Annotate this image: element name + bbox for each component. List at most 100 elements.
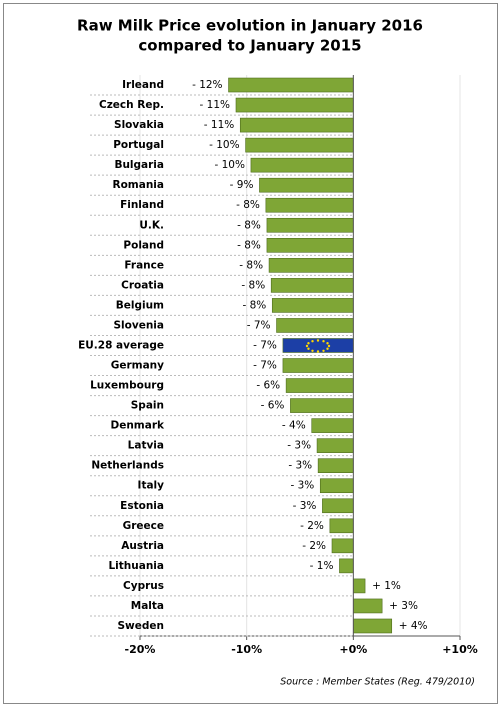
bar: [268, 258, 354, 273]
bar: [317, 458, 354, 473]
x-tick-label: -20%: [125, 643, 156, 656]
category-label: Sweden: [118, 620, 165, 632]
value-label: - 11%: [204, 119, 234, 131]
value-label: - 9%: [230, 179, 254, 191]
chart-title: compared to January 2015: [138, 37, 361, 55]
category-label: Poland: [123, 239, 164, 251]
bar: [245, 137, 354, 153]
bar: [285, 378, 354, 393]
category-label: Malta: [131, 600, 164, 612]
value-label: - 12%: [192, 79, 222, 91]
category-label: Romania: [113, 179, 165, 191]
value-label: - 3%: [293, 500, 317, 512]
category-label: France: [124, 259, 164, 271]
category-label: Greece: [123, 520, 164, 532]
x-tick-label: +10%: [442, 643, 478, 656]
category-label: Portugal: [113, 139, 164, 151]
bar: [270, 278, 354, 293]
flag-star: [327, 344, 331, 348]
flag-star: [307, 342, 310, 345]
category-label: Czech Rep.: [99, 99, 164, 111]
bar: [250, 157, 354, 173]
flag-star: [326, 342, 329, 345]
category-label: Spain: [131, 400, 164, 412]
category-label: Denmark: [111, 420, 166, 432]
frame: [3, 3, 498, 704]
value-label: - 4%: [282, 420, 306, 432]
bar: [259, 177, 354, 193]
value-label: + 3%: [389, 600, 418, 612]
value-label: - 1%: [310, 560, 334, 572]
flag-star: [311, 340, 314, 343]
value-label: - 8%: [239, 259, 263, 271]
value-label: - 2%: [302, 540, 326, 552]
flag-star: [307, 347, 310, 350]
value-label: - 11%: [200, 99, 230, 111]
flag-star: [311, 349, 314, 352]
category-label: Germany: [111, 360, 164, 372]
value-label: + 1%: [372, 580, 401, 592]
value-label: - 7%: [253, 360, 277, 372]
bar: [331, 538, 354, 554]
value-label: - 8%: [237, 239, 261, 251]
category-label: Cyprus: [123, 580, 164, 592]
value-label: - 2%: [300, 520, 324, 532]
value-label: - 6%: [261, 400, 285, 412]
bar: [311, 418, 354, 433]
flag-star: [305, 344, 309, 348]
chart-title: Raw Milk Price evolution in January 2016: [77, 17, 423, 35]
bar: [329, 518, 354, 534]
value-label: - 8%: [241, 279, 265, 291]
bar: [353, 578, 366, 594]
flag-star: [326, 347, 329, 350]
bar: [266, 238, 354, 253]
value-label: - 7%: [247, 319, 271, 331]
value-label: - 10%: [209, 139, 239, 151]
flag-star: [322, 340, 325, 343]
bar: [266, 217, 354, 233]
value-label: - 10%: [214, 159, 244, 171]
category-label: Lithuania: [108, 560, 164, 572]
value-label: + 4%: [399, 620, 428, 632]
eu-flag-stars: [305, 339, 331, 353]
value-label: - 3%: [287, 440, 311, 452]
category-label: EU.28 average: [78, 339, 164, 351]
category-label: Finland: [120, 199, 164, 211]
category-label: Slovenia: [113, 319, 164, 331]
category-label: Latvia: [128, 440, 164, 452]
value-label: - 8%: [242, 299, 266, 311]
flag-star: [316, 339, 320, 342]
category-label: Estonia: [120, 500, 164, 512]
flag-star: [316, 350, 320, 353]
value-label: - 6%: [256, 380, 280, 392]
category-label: Netherlands: [91, 460, 164, 472]
bar: [353, 618, 393, 634]
value-label: - 3%: [288, 460, 312, 472]
category-label: Bulgaria: [114, 159, 164, 171]
bar: [322, 498, 354, 514]
category-label: Slovakia: [114, 119, 164, 131]
category-label: Italy: [138, 480, 165, 492]
bar: [228, 77, 354, 93]
category-label: Austria: [121, 540, 164, 552]
bar: [239, 117, 354, 133]
value-label: - 7%: [253, 339, 277, 351]
value-label: - 3%: [290, 480, 314, 492]
bar: [276, 318, 354, 333]
value-label: - 8%: [236, 199, 260, 211]
x-tick-label: -10%: [231, 643, 262, 656]
bar: [319, 478, 354, 494]
category-label: Croatia: [121, 279, 164, 291]
flag-star: [322, 349, 325, 352]
x-tick-label: +0%: [339, 643, 367, 656]
bar: [290, 398, 354, 413]
bar: [282, 358, 354, 373]
bar: [353, 598, 383, 614]
source-note: Source : Member States (Reg. 479/2010): [280, 677, 475, 688]
category-label: Luxembourg: [90, 380, 164, 392]
value-label: - 8%: [237, 219, 261, 231]
bar: [271, 298, 354, 313]
bar: [339, 558, 354, 574]
bar: [316, 438, 354, 453]
